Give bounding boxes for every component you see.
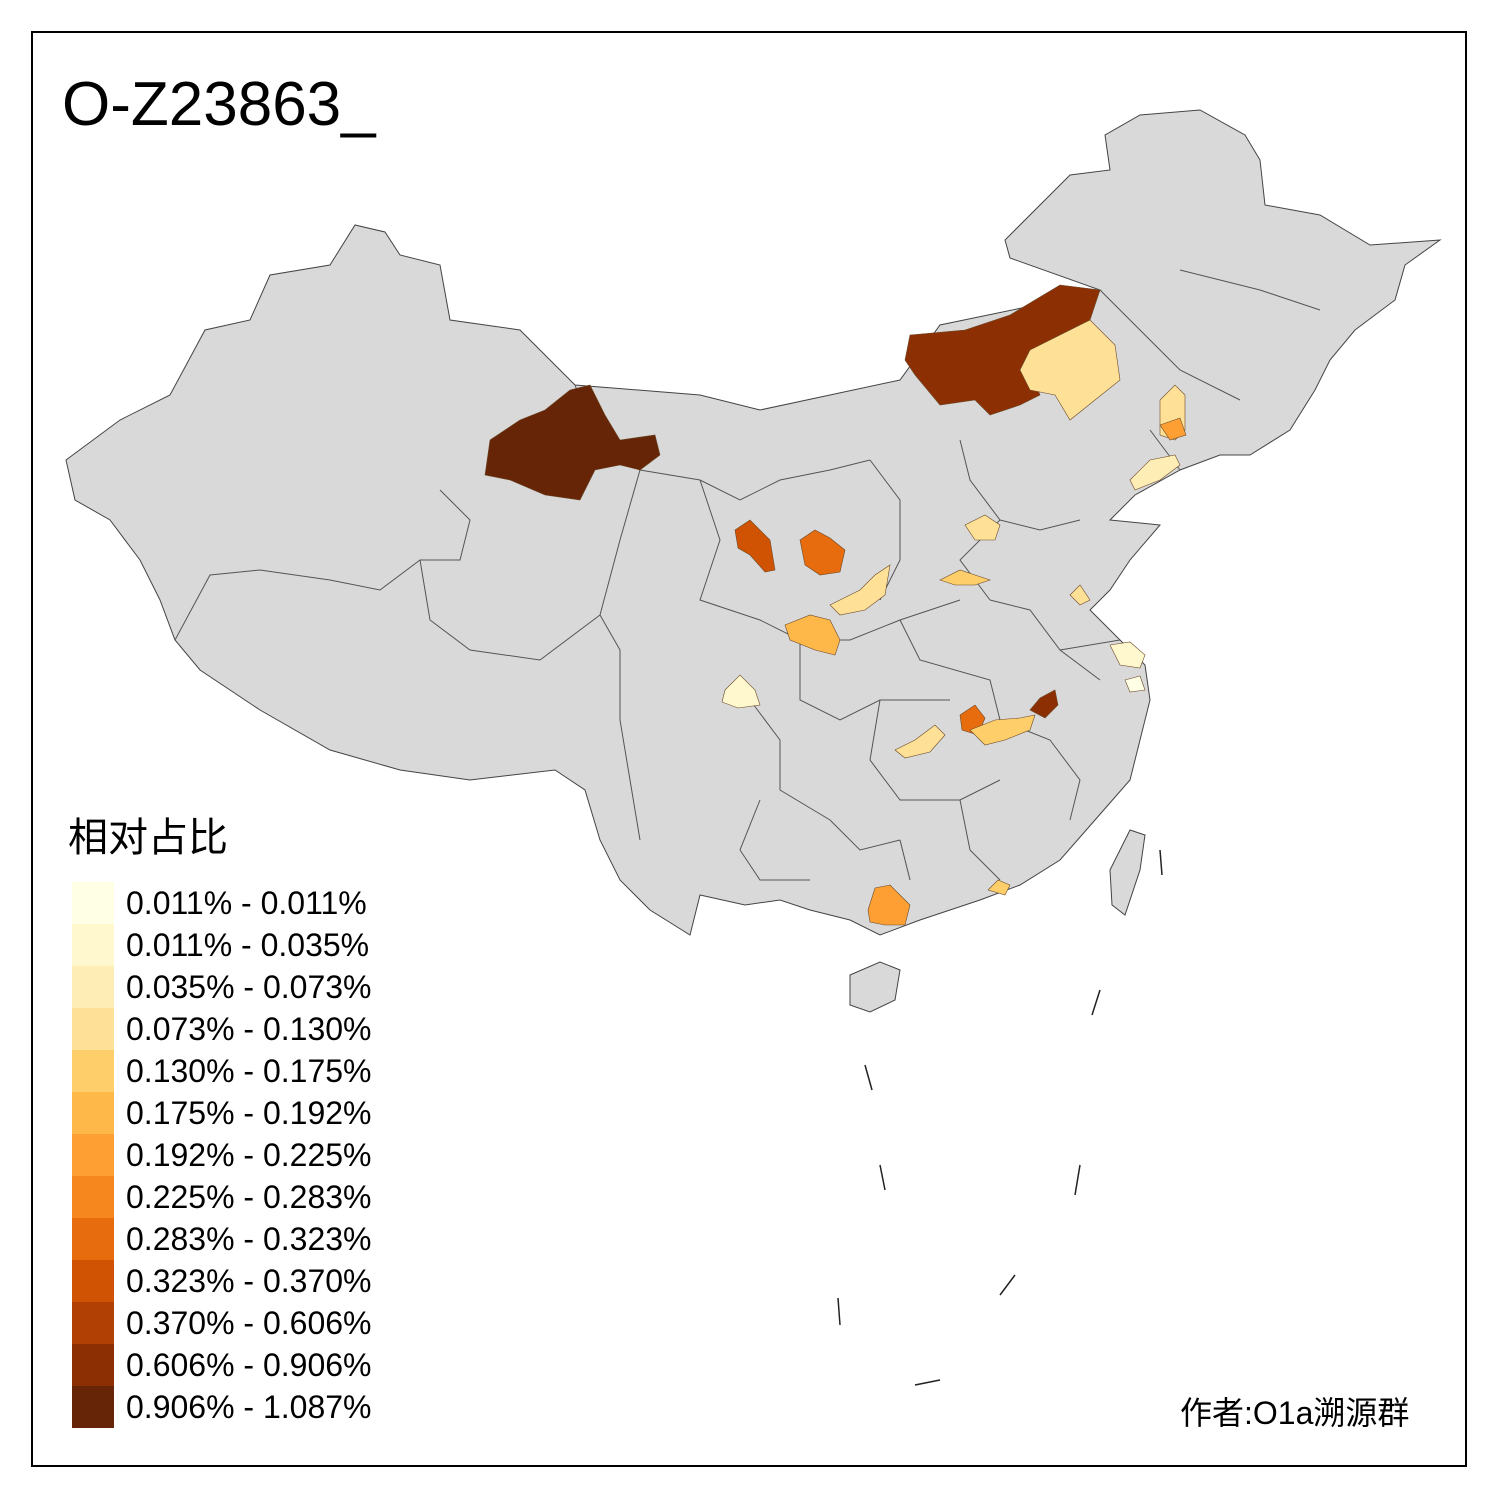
legend-swatch — [72, 1386, 114, 1428]
legend-label: 0.606% - 0.906% — [126, 1346, 372, 1383]
region-shanghai — [1124, 675, 1146, 693]
legend-item: 0.225% - 0.283% — [72, 1176, 372, 1218]
legend-item: 0.283% - 0.323% — [72, 1218, 372, 1260]
legend-swatch — [72, 1260, 114, 1302]
legend-item: 0.370% - 0.606% — [72, 1302, 372, 1344]
legend-swatch — [72, 1092, 114, 1134]
region-jilin-south — [1159, 417, 1187, 441]
legend-swatch — [72, 882, 114, 924]
legend-swatch — [72, 1008, 114, 1050]
legend-swatch — [72, 1134, 114, 1176]
region-sichuan — [721, 674, 761, 709]
region-shandong — [1069, 584, 1091, 606]
legend-item: 0.606% - 0.906% — [72, 1344, 372, 1386]
legend-item: 0.130% - 0.175% — [72, 1050, 372, 1092]
region-inner-mongolia-east — [1019, 319, 1121, 421]
legend-item: 0.175% - 0.192% — [72, 1092, 372, 1134]
legend-label: 0.192% - 0.225% — [126, 1136, 372, 1173]
region-gansu-south — [784, 614, 841, 656]
south-china-sea-islets — [837, 849, 1163, 1386]
legend-item: 0.906% - 1.087% — [72, 1386, 372, 1428]
legend-label: 0.283% - 0.323% — [126, 1220, 372, 1257]
region-hebei — [964, 514, 1001, 541]
legend-label: 0.323% - 0.370% — [126, 1262, 372, 1299]
legend-swatch — [72, 1176, 114, 1218]
region-guangxi — [867, 884, 911, 926]
region-hunan — [894, 724, 946, 759]
legend-item: 0.011% - 0.011% — [72, 882, 372, 924]
legend-item: 0.192% - 0.225% — [72, 1134, 372, 1176]
legend-item: 0.035% - 0.073% — [72, 966, 372, 1008]
region-hubei-2 — [969, 714, 1036, 746]
legend-label: 0.130% - 0.175% — [126, 1052, 372, 1089]
region-ningxia — [799, 529, 846, 576]
hainan-island — [849, 961, 901, 1013]
region-henan — [939, 569, 991, 586]
legend-label: 0.175% - 0.192% — [126, 1094, 372, 1131]
legend-label: 0.906% - 1.087% — [126, 1388, 372, 1425]
legend-swatch — [72, 1050, 114, 1092]
china-landmass — [65, 109, 1442, 936]
region-gansu-1 — [734, 519, 776, 573]
legend-swatch — [72, 1218, 114, 1260]
legend-item: 0.073% - 0.130% — [72, 1008, 372, 1050]
legend-title: 相对占比 — [68, 816, 228, 860]
legend-label: 0.035% - 0.073% — [126, 968, 372, 1005]
legend-swatch — [72, 1302, 114, 1344]
author-credit: 作者:O1a溯源群 — [1180, 1395, 1410, 1431]
legend-label: 0.225% - 0.283% — [126, 1178, 372, 1215]
region-liaoning-coast — [1129, 454, 1181, 491]
legend-swatch — [72, 1344, 114, 1386]
legend-swatch — [72, 966, 114, 1008]
region-shaanxi-1 — [829, 564, 891, 616]
region-guangdong-east — [987, 879, 1011, 896]
map-title: O-Z23863_ — [62, 70, 376, 139]
legend-label: 0.073% - 0.130% — [126, 1010, 372, 1047]
legend-label: 0.011% - 0.011% — [126, 884, 367, 921]
legend-item: 0.323% - 0.370% — [72, 1260, 372, 1302]
map-frame — [31, 31, 1467, 1467]
highlighted-regions — [484, 284, 1187, 926]
taiwan-island — [1109, 829, 1146, 916]
region-xinjiang-east — [484, 384, 661, 501]
region-jiangsu — [1109, 641, 1146, 669]
region-anhui — [1029, 689, 1059, 719]
legend-swatch — [72, 924, 114, 966]
legend: 0.011% - 0.011% 0.011% - 0.035% 0.035% -… — [72, 882, 372, 1428]
legend-item: 0.011% - 0.035% — [72, 924, 372, 966]
legend-label: 0.370% - 0.606% — [126, 1304, 372, 1341]
legend-label: 0.011% - 0.035% — [126, 926, 370, 963]
